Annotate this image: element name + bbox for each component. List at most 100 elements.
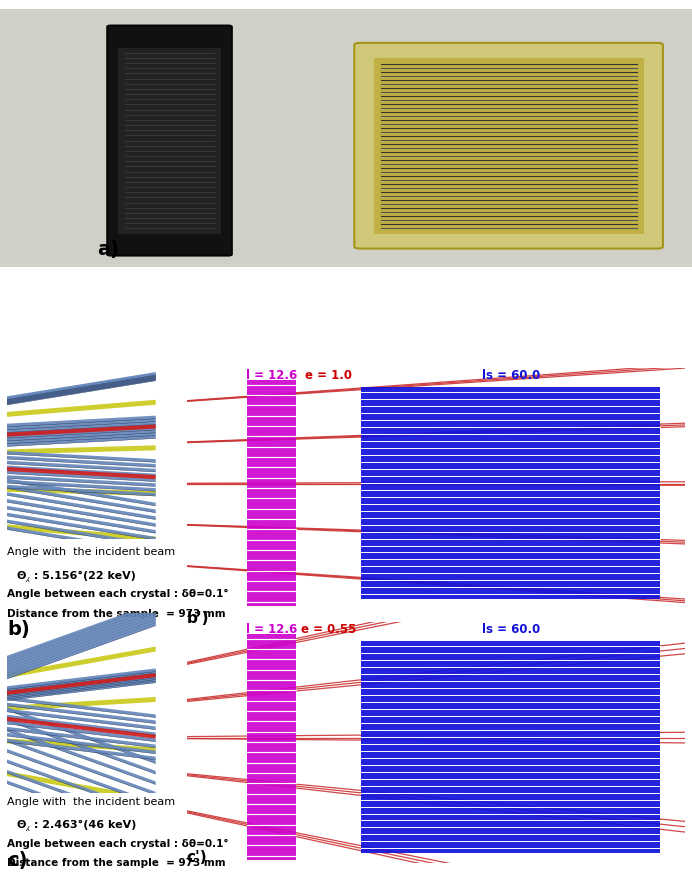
Polygon shape [7, 709, 156, 730]
Text: b): b) [7, 620, 30, 639]
Bar [246, 634, 296, 860]
Polygon shape [7, 499, 156, 526]
Polygon shape [7, 378, 156, 405]
Text: a): a) [97, 240, 119, 259]
Polygon shape [7, 485, 156, 496]
Polygon shape [7, 646, 156, 678]
Text: Angle with  the incident beam: Angle with the incident beam [7, 547, 175, 557]
Polygon shape [7, 717, 156, 774]
Polygon shape [7, 703, 156, 724]
Polygon shape [7, 605, 156, 662]
Polygon shape [7, 680, 156, 701]
Polygon shape [7, 373, 156, 400]
Polygon shape [7, 487, 156, 496]
Text: Angle between each crystal : δθ=0.1°: Angle between each crystal : δθ=0.1° [7, 839, 228, 849]
Polygon shape [7, 619, 156, 676]
Polygon shape [7, 623, 156, 679]
Polygon shape [7, 668, 156, 689]
Polygon shape [7, 435, 156, 447]
Text: ls = 60.0: ls = 60.0 [482, 369, 540, 382]
Text: ls = 60.0: ls = 60.0 [482, 623, 540, 636]
Text: Distance from the sample  = 973 mm: Distance from the sample = 973 mm [7, 858, 226, 868]
Polygon shape [7, 781, 156, 837]
Text: c'): c') [187, 851, 208, 865]
Text: Distance from the sample  = 973 mm: Distance from the sample = 973 mm [7, 609, 226, 618]
Text: l = 12.6: l = 12.6 [246, 623, 297, 636]
Polygon shape [7, 672, 156, 693]
Polygon shape [7, 505, 156, 533]
Polygon shape [7, 415, 156, 427]
Polygon shape [7, 429, 156, 441]
Polygon shape [7, 676, 156, 697]
Polygon shape [7, 465, 156, 477]
Bar [374, 58, 644, 234]
Text: e = 1.0: e = 1.0 [305, 369, 352, 382]
Polygon shape [7, 721, 156, 742]
Text: e = 0.55: e = 0.55 [301, 623, 356, 636]
FancyBboxPatch shape [107, 25, 232, 256]
Text: Angle between each crystal : δθ=0.1°: Angle between each crystal : δθ=0.1° [7, 590, 228, 599]
Polygon shape [7, 485, 156, 512]
Polygon shape [7, 697, 156, 710]
Text: l = 12.6: l = 12.6 [246, 369, 297, 382]
Polygon shape [7, 678, 156, 699]
Polygon shape [7, 372, 156, 399]
Polygon shape [7, 451, 156, 463]
Polygon shape [7, 673, 156, 695]
Text: Angle with  the incident beam: Angle with the incident beam [7, 796, 175, 807]
Polygon shape [7, 374, 156, 401]
Polygon shape [7, 424, 156, 435]
Polygon shape [7, 461, 156, 472]
Polygon shape [7, 433, 156, 443]
FancyBboxPatch shape [354, 43, 663, 249]
Polygon shape [7, 374, 156, 402]
Text: b'): b') [187, 611, 210, 626]
Polygon shape [7, 456, 156, 467]
Text: c): c) [7, 851, 28, 870]
Text: Θ⁁ : 2.463°(46 keV): Θ⁁ : 2.463°(46 keV) [17, 820, 136, 831]
Polygon shape [7, 525, 156, 541]
Polygon shape [7, 749, 156, 805]
Polygon shape [7, 492, 156, 519]
Polygon shape [7, 519, 156, 547]
Polygon shape [7, 608, 156, 665]
Polygon shape [7, 470, 156, 482]
Polygon shape [7, 425, 156, 436]
Polygon shape [7, 427, 156, 438]
Polygon shape [7, 670, 156, 691]
Polygon shape [7, 770, 156, 826]
Polygon shape [7, 375, 156, 403]
Polygon shape [7, 614, 156, 670]
Polygon shape [7, 771, 156, 802]
Bar [361, 387, 660, 599]
Polygon shape [7, 419, 156, 429]
Bar [118, 47, 221, 234]
Polygon shape [7, 728, 156, 785]
Bar [361, 641, 660, 853]
Polygon shape [7, 611, 156, 668]
Polygon shape [7, 696, 156, 717]
Polygon shape [7, 727, 156, 748]
Polygon shape [7, 399, 156, 417]
Polygon shape [7, 717, 156, 738]
Polygon shape [7, 480, 156, 491]
Text: Θ⁁ : 5.156°(22 keV): Θ⁁ : 5.156°(22 keV) [17, 570, 136, 582]
Polygon shape [7, 707, 156, 764]
Polygon shape [7, 739, 156, 759]
Polygon shape [7, 759, 156, 816]
Polygon shape [7, 445, 156, 455]
Polygon shape [7, 715, 156, 736]
Polygon shape [7, 421, 156, 433]
Polygon shape [7, 377, 156, 404]
Polygon shape [7, 467, 156, 479]
Polygon shape [7, 512, 156, 540]
Polygon shape [7, 617, 156, 674]
Polygon shape [7, 475, 156, 486]
Bar [246, 380, 296, 606]
Polygon shape [7, 738, 156, 795]
Polygon shape [7, 674, 156, 694]
Polygon shape [7, 478, 156, 505]
Polygon shape [7, 738, 156, 752]
Polygon shape [7, 376, 156, 403]
Polygon shape [7, 675, 156, 696]
